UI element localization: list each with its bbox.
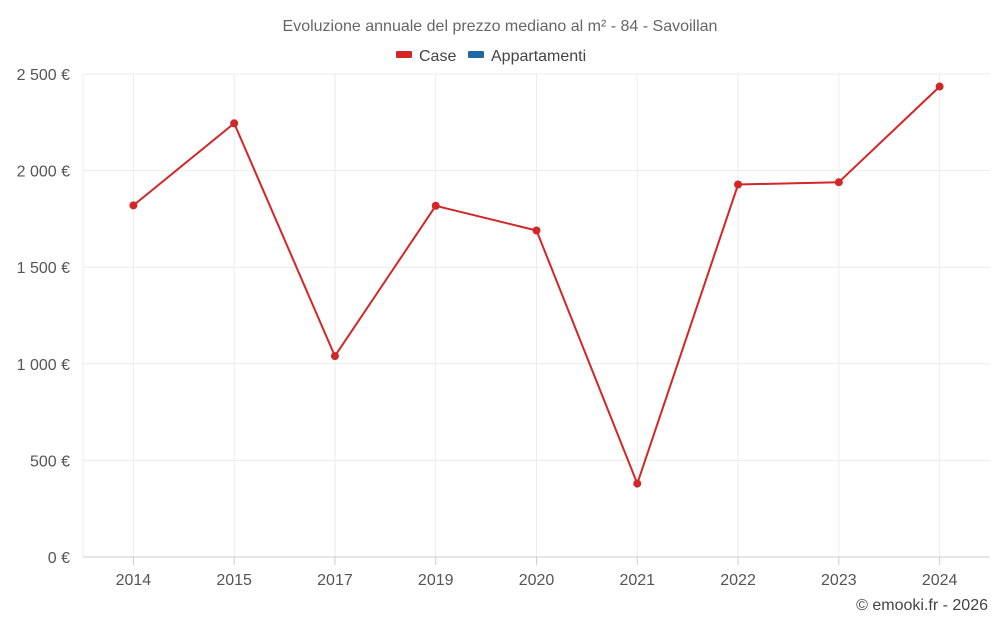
y-tick-label-2: 1 000 € bbox=[17, 357, 70, 374]
data-point-0-2[interactable] bbox=[330, 352, 339, 361]
data-point-0-8[interactable] bbox=[935, 82, 944, 91]
y-tick-label-5: 2 500 € bbox=[17, 67, 70, 84]
x-tick-label-8: 2024 bbox=[922, 572, 958, 589]
legend-item-0[interactable]: Case bbox=[396, 48, 456, 65]
data-point-0-1[interactable] bbox=[230, 119, 239, 128]
y-tick-label-3: 1 500 € bbox=[17, 260, 70, 277]
data-point-0-4[interactable] bbox=[532, 226, 541, 235]
series-layer bbox=[129, 82, 944, 488]
x-tick-label-7: 2023 bbox=[821, 572, 857, 589]
y-axis: 0 € 500 € 1 000 € 1 500 € 2 000 € 2 500 € bbox=[17, 67, 70, 567]
data-point-0-5[interactable] bbox=[633, 479, 642, 488]
x-tick-label-6: 2022 bbox=[720, 572, 756, 589]
legend: Case Appartamenti bbox=[396, 48, 586, 65]
legend-swatch-1 bbox=[468, 51, 484, 58]
data-point-0-7[interactable] bbox=[834, 178, 843, 187]
x-tick-label-1: 2015 bbox=[216, 572, 252, 589]
data-point-0-6[interactable] bbox=[734, 180, 743, 189]
legend-label-0: Case bbox=[419, 48, 456, 65]
legend-label-1: Appartamenti bbox=[491, 48, 586, 65]
y-tick-label-1: 500 € bbox=[30, 453, 70, 470]
x-tick-label-0: 2014 bbox=[116, 572, 152, 589]
chart-title: Evoluzione annuale del prezzo mediano al… bbox=[283, 18, 718, 35]
data-point-0-3[interactable] bbox=[431, 201, 440, 210]
x-tick-label-2: 2017 bbox=[317, 572, 353, 589]
grid-lines bbox=[82, 73, 990, 557]
x-tick-label-5: 2021 bbox=[619, 572, 655, 589]
data-point-0-0[interactable] bbox=[129, 201, 138, 210]
x-tick-label-3: 2019 bbox=[418, 572, 454, 589]
credit-text: © emooki.fr - 2026 bbox=[856, 597, 988, 614]
y-tick-label-4: 2 000 € bbox=[17, 164, 70, 181]
y-tick-label-0: 0 € bbox=[48, 550, 70, 567]
legend-swatch-0 bbox=[396, 51, 412, 58]
legend-item-1[interactable]: Appartamenti bbox=[468, 48, 586, 65]
x-axis: 2014 2015 2017 2019 2020 2021 2022 2023 2024 bbox=[83, 556, 990, 589]
x-tick-label-4: 2020 bbox=[519, 572, 555, 589]
